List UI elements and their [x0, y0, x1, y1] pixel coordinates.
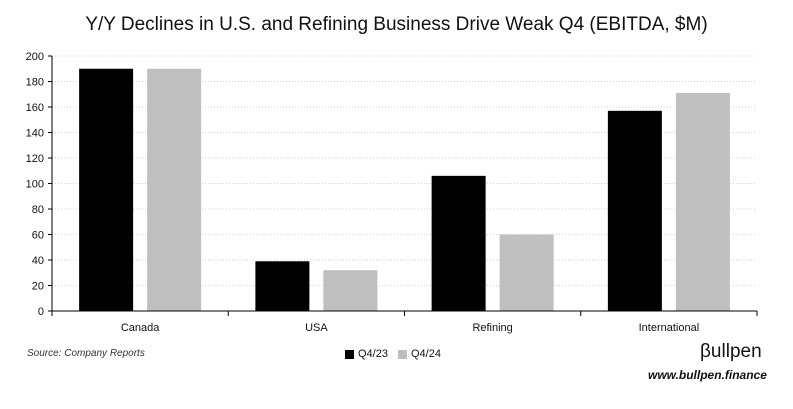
- chart-title: Y/Y Declines in U.S. and Refining Busine…: [85, 14, 708, 35]
- y-tick-label: 120: [26, 153, 44, 165]
- legend-swatch-q4-24: [397, 349, 407, 359]
- bar-international-q4-24: [675, 92, 730, 311]
- legend: Q4/23 Q4/24: [345, 348, 451, 360]
- y-tick-label: 200: [26, 51, 44, 63]
- axes: 0 20 40 60 80 100 120 140 160 180 200 Canada USA Refi…: [26, 51, 758, 334]
- y-tick-label: 20: [32, 281, 44, 293]
- y-tick-label: 0: [38, 306, 44, 318]
- y-tick-label: 80: [32, 204, 44, 216]
- legend-item-q4-23: Q4/23: [345, 348, 388, 360]
- website-link[interactable]: www.bullpen.finance: [648, 368, 767, 382]
- y-tick-label: 180: [26, 77, 44, 89]
- brand-logo: βullpen: [700, 341, 762, 362]
- bar-international-q4-23: [607, 110, 662, 311]
- legend-label-q4-23: Q4/23: [358, 348, 388, 360]
- y-tick-label: 60: [32, 230, 44, 242]
- bar-usa-q4-23: [255, 261, 310, 311]
- bar-canada-q4-23: [79, 68, 134, 311]
- bar-canada-q4-24: [147, 68, 202, 311]
- bar-refining-q4-23: [431, 175, 486, 311]
- x-tick-label: International: [639, 322, 700, 334]
- x-tick-label: USA: [305, 322, 328, 334]
- bars: [79, 68, 730, 311]
- source-note: Source: Company Reports: [27, 348, 145, 359]
- y-tick-label: 140: [26, 128, 44, 140]
- legend-item-q4-24: Q4/24: [397, 348, 441, 360]
- bar-usa-q4-24: [323, 270, 378, 311]
- y-tick-label: 160: [26, 102, 44, 114]
- legend-label-q4-24: Q4/24: [410, 348, 441, 360]
- y-tick-label: 100: [26, 179, 44, 191]
- y-tick-label: 40: [32, 255, 44, 267]
- x-tick-label: Refining: [472, 322, 512, 334]
- bar-refining-q4-24: [499, 234, 554, 311]
- x-tick-label: Canada: [121, 322, 160, 334]
- legend-swatch-q4-23: [345, 349, 354, 359]
